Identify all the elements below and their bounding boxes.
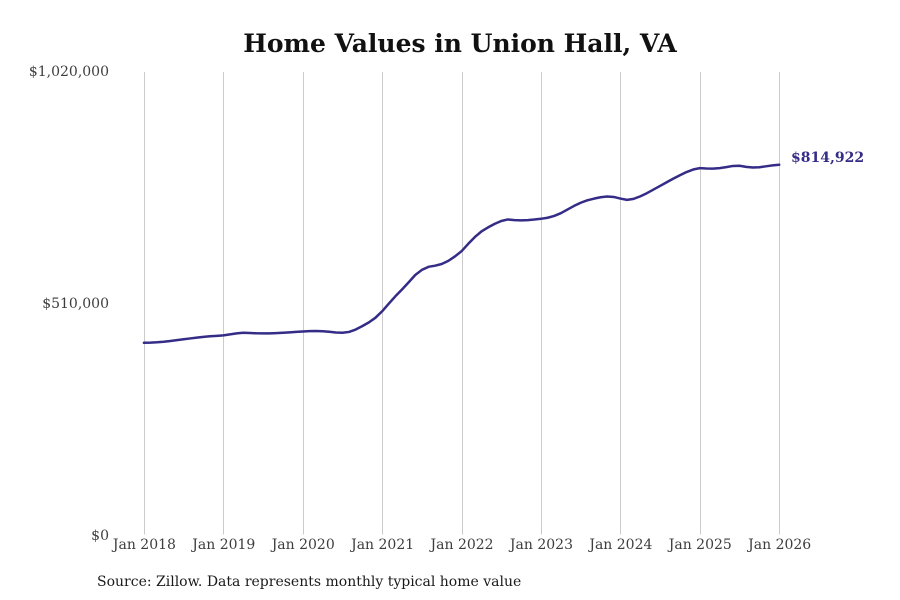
x-tick-label: Jan 2019 [192,536,256,553]
y-tick-label: $510,000 [42,295,109,312]
x-tick-label: Jan 2021 [351,536,415,553]
x-tick-label: Jan 2022 [430,536,494,553]
latest-value-label: $814,922 [791,150,865,166]
y-tick-label: $0 [91,527,109,544]
x-tick-label: Jan 2020 [271,536,335,553]
x-tick-label: Jan 2026 [748,536,812,553]
x-tick-label: Jan 2024 [589,536,653,553]
x-tick-label: Jan 2023 [509,536,573,553]
x-tick-label: Jan 2018 [112,536,176,553]
home-value-line [142,163,781,345]
y-tick-label: $1,020,000 [28,63,109,80]
gridlines [144,72,780,535]
source-note: Source: Zillow. Data represents monthly … [97,574,522,590]
x-tick-label: Jan 2025 [668,536,732,553]
chart-title: Home Values in Union Hall, VA [243,29,677,58]
